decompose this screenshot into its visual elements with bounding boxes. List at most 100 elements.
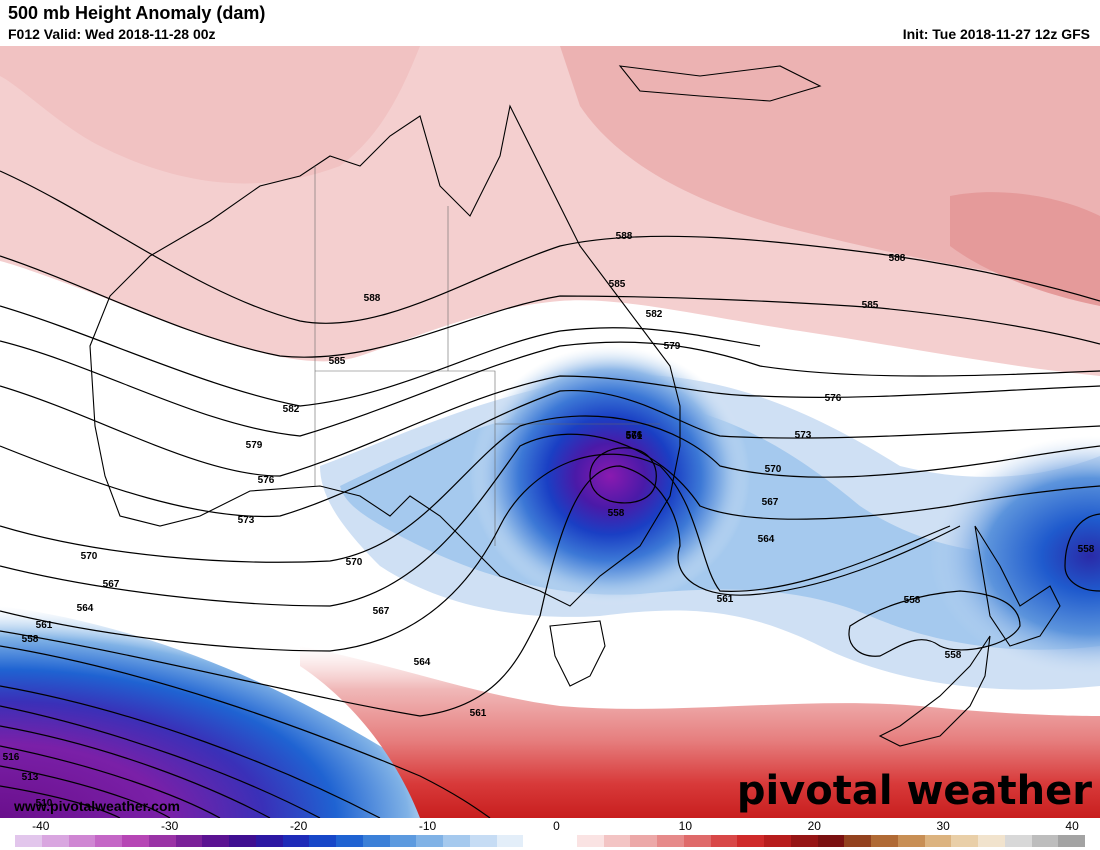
australia-coast <box>89 104 681 607</box>
colorbar-swatch <box>871 835 898 847</box>
contour-label: 570 <box>81 551 98 562</box>
colorbar-swatch <box>1031 835 1059 847</box>
colorbar-swatch <box>202 835 229 847</box>
valid-time: F012 Valid: Wed 2018-11-28 00z <box>8 26 216 42</box>
contour-label: 573 <box>795 430 812 441</box>
contour-label: 558 <box>945 650 962 661</box>
new-zealand-south <box>878 635 991 747</box>
contour-label: 558 <box>1078 544 1095 555</box>
contour-label: 588 <box>889 253 906 264</box>
contour-label: 582 <box>646 309 663 320</box>
colorbar-swatch <box>416 835 443 847</box>
contour-label: 570 <box>765 464 782 475</box>
contour-label: 585 <box>609 279 626 290</box>
colorbar-tick-label: 0 <box>553 819 560 833</box>
contour-label: 579 <box>246 440 263 451</box>
colorbar-swatch <box>15 835 42 847</box>
contour-label: 585 <box>862 300 879 311</box>
watermark-brand: pivotal weather <box>737 768 1092 814</box>
colorbar-swatch <box>68 835 96 847</box>
contour-label: 579 <box>664 341 681 352</box>
contour-labels: 588 588 588 585 585 585 582 582 579 579 … <box>3 231 1095 809</box>
colorbar-swatch <box>255 835 283 847</box>
contour-label: 570 <box>346 557 363 568</box>
colorbar-swatch <box>764 835 791 847</box>
contour-label: 567 <box>103 579 120 590</box>
colorbar-swatch <box>683 835 711 847</box>
contour-label: 510 <box>36 798 53 809</box>
colorbar-tick-label: 10 <box>678 819 693 833</box>
contour-label: 558 <box>608 508 625 519</box>
colorbar-swatch <box>844 835 871 847</box>
colorbar-tick-label: 40 <box>1065 819 1079 833</box>
colorbar-swatch <box>1058 835 1085 847</box>
anomaly-fill <box>0 46 1100 818</box>
contour-label: 576 <box>258 475 275 486</box>
contour-label: 561 <box>36 620 53 631</box>
contour-label: 567 <box>762 497 779 508</box>
colorbar-swatch <box>389 835 417 847</box>
colorbar-swatch <box>469 835 497 847</box>
colorbar-swatch <box>95 835 122 847</box>
colorbar-swatch <box>362 835 390 847</box>
colorbar-swatch <box>496 835 524 847</box>
colorbar-swatch <box>148 835 176 847</box>
new-zealand-north <box>974 525 1061 647</box>
colorbar-swatch <box>657 835 684 847</box>
contour-label: 582 <box>283 404 300 415</box>
tasmania-coast <box>549 620 606 687</box>
watermark: www.pivotalweather.com pivotal weather <box>13 768 1092 814</box>
colorbar-labels: -40 -30 -20 -10 0 10 20 30 40 <box>0 819 1100 835</box>
new-guinea-coast <box>618 65 822 102</box>
contour-label: 516 <box>3 752 20 763</box>
contour-label: 561 <box>470 708 487 719</box>
contour-label: 558 <box>904 595 921 606</box>
init-time: Init: Tue 2018-11-27 12z GFS <box>902 26 1090 42</box>
contour-label: 585 <box>329 356 346 367</box>
colorbar-swatch <box>443 835 470 847</box>
colorbar-tick-label: 30 <box>936 819 950 833</box>
colorbar-tick-label: -10 <box>418 819 437 833</box>
colorbar-swatch <box>817 835 845 847</box>
colorbar-swatch <box>309 835 336 847</box>
contour-label: 561 <box>717 594 734 605</box>
contour-label: 513 <box>22 772 39 783</box>
contour-label: 564 <box>414 657 431 668</box>
anomaly-map: 588 588 588 585 585 585 582 582 579 579 … <box>0 46 1100 818</box>
colorbar-swatch <box>576 835 604 847</box>
colorbar-swatch <box>1004 835 1032 847</box>
colorbar-swatch <box>336 835 363 847</box>
contour-label: 576 <box>825 393 842 404</box>
coastlines <box>89 65 1061 747</box>
colorbar-swatch <box>710 835 738 847</box>
colorbar-swatch <box>282 835 310 847</box>
map-header: 500 mb Height Anomaly (dam) F012 Valid: … <box>0 0 1100 46</box>
height-contours <box>0 170 1100 818</box>
colorbar-swatch <box>550 835 577 847</box>
state-borders <box>314 166 660 546</box>
contour-label: 567 <box>373 606 390 617</box>
colorbar-swatch <box>924 835 952 847</box>
colorbar-swatch <box>790 835 818 847</box>
contour-label: 576 <box>626 430 643 441</box>
contour-label: 564 <box>77 603 94 614</box>
colorbar-tick-label: -20 <box>289 819 308 833</box>
colorbar-swatch <box>229 835 256 847</box>
contour-label: 564 <box>758 534 775 545</box>
colorbar-swatch <box>41 835 69 847</box>
contour-label: 573 <box>238 515 255 526</box>
colorbar-tick-label: -40 <box>32 819 50 833</box>
colorbar-tick-label: -30 <box>161 819 179 833</box>
colorbar-swatch <box>897 835 925 847</box>
colorbar-swatch <box>737 835 764 847</box>
colorbar-swatch <box>978 835 1005 847</box>
colorbar-swatch <box>951 835 978 847</box>
colorbar <box>15 835 1085 847</box>
contour-label: 588 <box>364 293 381 304</box>
contour-label: 561 <box>626 431 643 442</box>
watermark-url: www.pivotalweather.com <box>13 798 180 814</box>
contour-label: 558 <box>22 634 39 645</box>
colorbar-tick-label: 20 <box>807 819 821 833</box>
colorbar-swatch <box>122 835 149 847</box>
colorbar-swatch <box>603 835 631 847</box>
